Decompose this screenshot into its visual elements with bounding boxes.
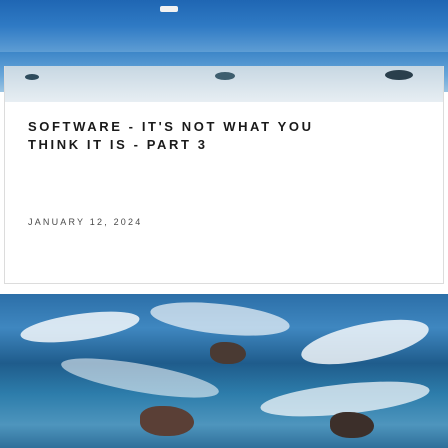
rock	[330, 412, 374, 438]
post-date: JANUARY 12, 2024	[28, 217, 143, 227]
post-card[interactable]	[4, 66, 444, 284]
rock	[210, 342, 246, 364]
image-detail	[215, 72, 235, 80]
wave-foam	[18, 305, 142, 349]
wave-foam	[58, 350, 222, 406]
post-title-link[interactable]: SOFTWARE - IT'S NOT WHAT YOU THINK IT IS…	[28, 119, 314, 152]
rock	[140, 406, 194, 436]
image-detail	[385, 70, 413, 80]
wave-foam	[148, 296, 292, 342]
boat-shape	[160, 6, 178, 12]
wave-foam	[297, 310, 433, 374]
next-post-cover-image[interactable]	[0, 294, 448, 448]
image-detail	[25, 74, 39, 80]
post-card-image-strip	[5, 66, 443, 102]
